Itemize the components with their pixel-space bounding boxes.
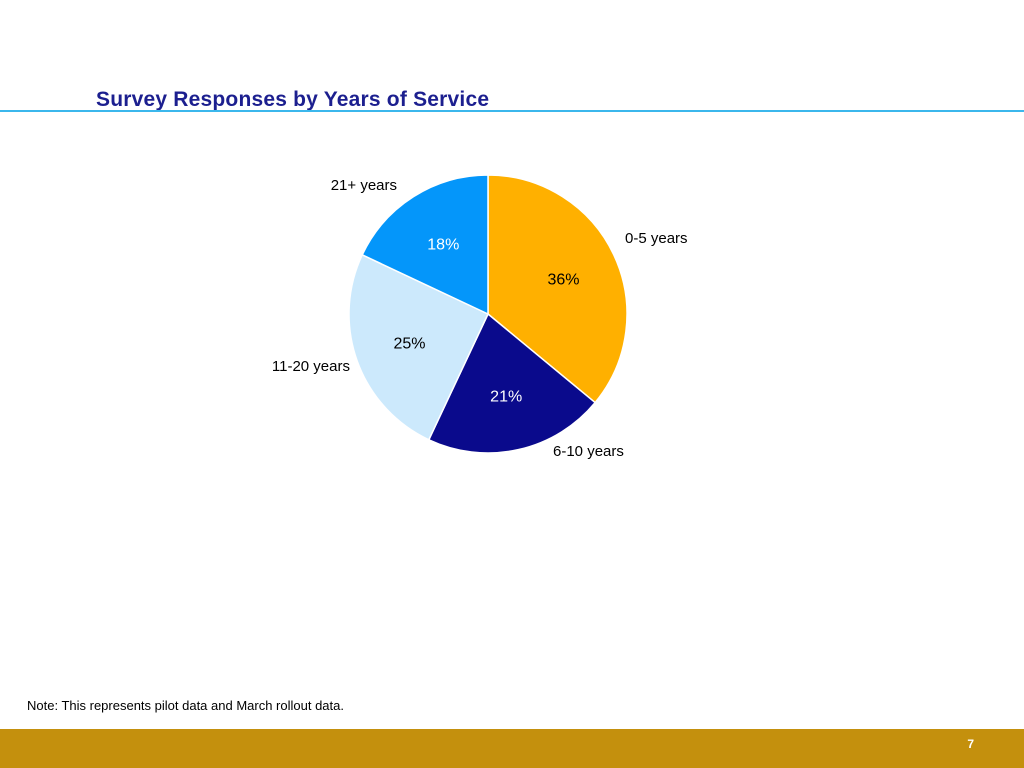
pie-category-label: 0-5 years bbox=[625, 230, 688, 247]
pie-data-label: 36% bbox=[547, 271, 579, 288]
pie-data-label: 25% bbox=[394, 335, 426, 352]
pie-slice-11-20-years bbox=[348, 253, 489, 441]
pie-data-label: 18% bbox=[427, 237, 459, 254]
pie-slice-0-5-years bbox=[487, 174, 628, 404]
pie-category-label: 21+ years bbox=[331, 177, 397, 194]
footer-bar: 7 bbox=[0, 729, 1024, 768]
footnote: Note: This represents pilot data and Mar… bbox=[27, 698, 344, 713]
title-divider bbox=[0, 110, 1024, 112]
pie-slice-6-10-years bbox=[427, 312, 597, 454]
pie-slice-21plus-years bbox=[361, 174, 489, 316]
pie-category-label: 6-10 years bbox=[553, 443, 624, 460]
pie-data-label: 21% bbox=[490, 388, 522, 405]
pie-category-label: 11-20 years bbox=[272, 358, 350, 375]
page-number: 7 bbox=[967, 737, 974, 751]
pie-chart: 36% 0-5 years 21% 6-10 years 25% 11-20 years 1… bbox=[272, 174, 688, 460]
slide-title: Survey Responses by Years of Service bbox=[96, 88, 490, 111]
